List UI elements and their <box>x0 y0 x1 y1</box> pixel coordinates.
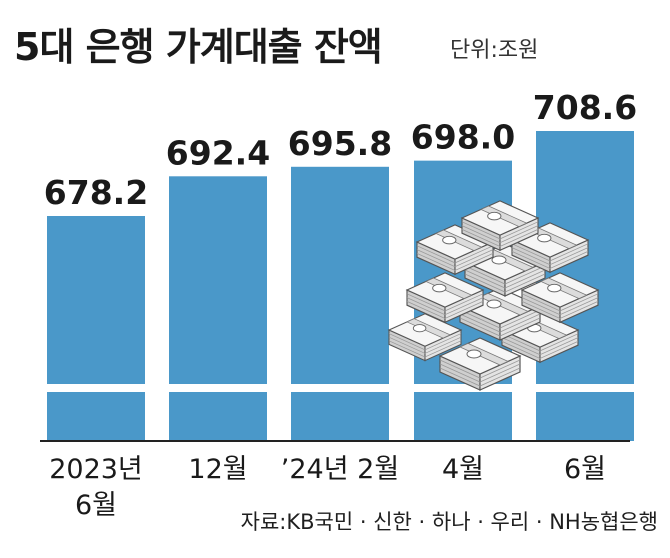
bundle-stripe <box>511 247 589 266</box>
money-bundle <box>438 337 522 391</box>
chart-title: 5대 은행 가계대출 잔액 <box>14 25 383 69</box>
bundle-seal <box>487 211 502 221</box>
bundle-stripe <box>416 245 494 264</box>
labels-layer: 678.2 2023년 6월 692.4 12월 695.8 ’24년 2월 698.0 4월 7… <box>44 88 637 521</box>
bundle-stripe <box>501 341 579 359</box>
bundle-stripe <box>459 313 541 333</box>
bundle-stripe <box>501 333 579 352</box>
bundle-stripe <box>464 265 546 285</box>
bundle-band <box>435 229 483 251</box>
bundle-stripe <box>461 221 539 240</box>
bundle-stripe <box>464 269 546 289</box>
value-label: 695.8 <box>288 124 392 163</box>
money-bundle <box>520 272 600 324</box>
bundle-seal <box>491 255 507 265</box>
bundle-stripe <box>501 337 579 356</box>
money-bundle <box>405 272 485 324</box>
bundle-seal <box>432 283 447 293</box>
bundle-stripe <box>406 297 484 316</box>
bar <box>291 166 389 441</box>
value-label: 698.0 <box>411 118 515 157</box>
bundle-stripe <box>388 336 462 354</box>
bundle-stripe <box>521 297 599 316</box>
bundle-band <box>425 277 473 299</box>
value-label: 692.4 <box>166 133 270 172</box>
money-bundle <box>460 200 540 252</box>
unit-label: 단위:조원 <box>450 38 539 63</box>
bundle-stripe <box>459 309 541 329</box>
bundle-stripe <box>416 249 494 268</box>
bar <box>47 216 145 441</box>
bundle-band <box>540 277 588 299</box>
bundle-stripe <box>439 363 521 383</box>
bundle-stripe <box>521 293 599 312</box>
value-label: 678.2 <box>44 173 148 212</box>
x-tick-label: 6월 <box>564 454 606 485</box>
bundle-stripe <box>388 333 462 351</box>
x-tick-label: 4월 <box>442 454 484 485</box>
x-tick-label: ’24년 2월 <box>281 454 399 485</box>
bundle-stripe <box>464 273 546 293</box>
axis-break-layer <box>40 384 640 392</box>
bundle-seal <box>547 283 562 293</box>
money-bundle <box>510 222 590 274</box>
bundle-stripe <box>511 251 589 269</box>
bundle-stripe <box>461 225 539 244</box>
bundle-band <box>480 205 528 227</box>
bundle-seal <box>537 233 552 243</box>
bundle-band <box>406 318 452 339</box>
source-note: 자료:KB국민 · 신한 · 하나 · 우리 · NH농협은행 <box>240 510 658 534</box>
x-tick-label: 6월 <box>75 490 117 521</box>
bundle-stripe <box>406 293 484 312</box>
bundle-stripe <box>439 359 521 379</box>
bundle-seal <box>412 324 427 333</box>
money-stack-icon <box>387 200 600 391</box>
bundle-stripe <box>511 243 589 262</box>
bundle-seal <box>442 235 457 245</box>
x-tick-label: 2023년 <box>49 454 143 485</box>
value-label: 708.6 <box>533 88 637 127</box>
bundle-stripe <box>459 317 541 337</box>
bundle-stripe <box>388 340 462 358</box>
bar <box>169 176 267 441</box>
bundle-band <box>459 342 509 366</box>
bundle-stripe <box>439 367 521 387</box>
bundle-stripe <box>461 229 539 247</box>
bundle-stripe <box>521 301 599 319</box>
axis-break <box>40 384 640 392</box>
x-tick-label: 12월 <box>188 454 247 485</box>
bundle-seal <box>466 349 482 359</box>
bundle-stripe <box>416 253 494 271</box>
bundle-seal <box>486 299 502 309</box>
bundle-stripe <box>406 301 484 319</box>
money-bundle <box>387 313 463 362</box>
